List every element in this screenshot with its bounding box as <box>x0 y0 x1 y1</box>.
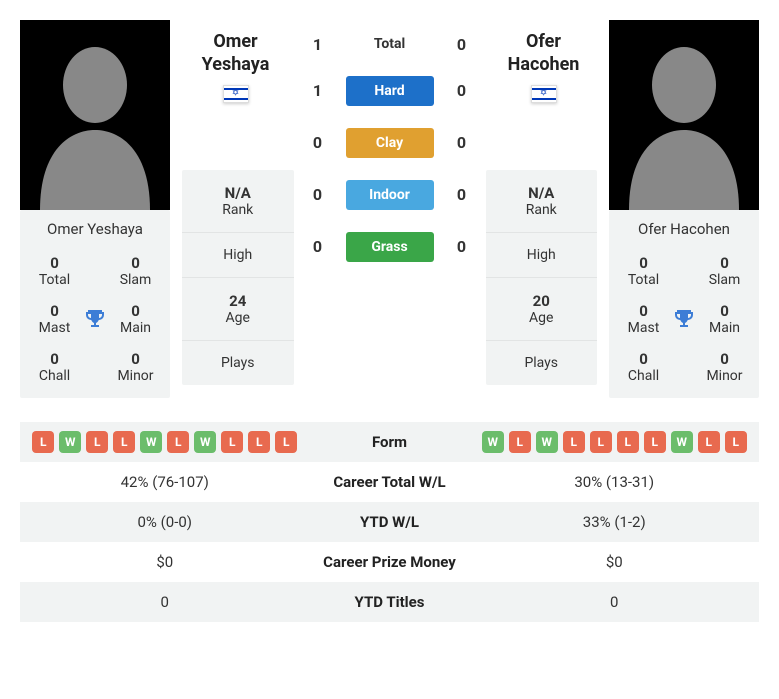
p1-chall: 0Chall <box>26 350 83 384</box>
compare-table: LWLLWLWLLL Form WLWLLLLWLL 42% (76-107) … <box>20 422 759 622</box>
row-ytd-wl: 0% (0-0) YTD W/L 33% (1-2) <box>20 502 759 542</box>
h2h-left: 1 <box>306 35 330 54</box>
p1-mast: 0Mast <box>26 302 83 336</box>
player1-form: LWLLWLWLLL <box>30 431 300 453</box>
player2-form: WLWLLLLWLL <box>480 431 750 453</box>
form-chip: L <box>644 431 666 453</box>
top-section: Omer Yeshaya 0Total 0Slam 0Mast 0Main 0C… <box>20 20 759 398</box>
p1-total: 0Total <box>26 254 83 288</box>
player1-stat-card: N/ARank High 24Age Plays <box>182 170 294 385</box>
form-chip: W <box>671 431 693 453</box>
row-form: LWLLWLWLLL Form WLWLLLLWLL <box>20 422 759 462</box>
h2h-right: 0 <box>450 237 474 256</box>
h2h-surfaces: 1 Total 0 1 Hard 0 0 Clay 0 0 Indoor 0 0 Grass 0 <box>306 35 474 284</box>
p2-plays: Plays <box>486 341 598 385</box>
p1-high: High <box>182 233 294 278</box>
form-chip: L <box>221 431 243 453</box>
h2h-right: 0 <box>450 185 474 204</box>
row-career-wl: 42% (76-107) Career Total W/L 30% (13-31… <box>20 462 759 502</box>
form-chip: L <box>698 431 720 453</box>
surface-total: Total <box>346 36 434 52</box>
player1-column: Omer Yeshaya 0Total 0Slam 0Mast 0Main 0C… <box>20 20 170 398</box>
h2h-row-total: 1 Total 0 <box>306 35 474 54</box>
form-chip: L <box>725 431 747 453</box>
surface-clay: Clay <box>346 128 434 158</box>
form-chip: L <box>248 431 270 453</box>
p1-plays: Plays <box>182 341 294 385</box>
p1-rank: N/ARank <box>182 170 294 233</box>
h2h-row-grass: 0 Grass 0 <box>306 232 474 262</box>
p2-mast: 0Mast <box>615 302 672 336</box>
form-chip: L <box>32 431 54 453</box>
h2h-left: 0 <box>306 185 330 204</box>
israel-flag-icon: ✡ <box>223 85 249 103</box>
player1-name-label: Omer Yeshaya <box>20 220 170 238</box>
form-chip: L <box>563 431 585 453</box>
player1-titles-card: Omer Yeshaya 0Total 0Slam 0Mast 0Main 0C… <box>20 210 170 398</box>
center-column: Omer Yeshaya ✡ Ofer Hacohen ✡ 1Total01Ha… <box>306 20 474 284</box>
p1-main: 0Main <box>107 302 164 336</box>
form-chip: W <box>536 431 558 453</box>
form-chip: L <box>86 431 108 453</box>
p2-main: 0Main <box>696 302 753 336</box>
player1-photo <box>20 20 170 210</box>
player2-name-label: Ofer Hacohen <box>609 220 759 238</box>
h2h-left: 0 <box>306 237 330 256</box>
person-silhouette-icon <box>609 20 759 210</box>
player2-titles-card: Ofer Hacohen 0Total 0Slam 0Mast 0Main 0C… <box>609 210 759 398</box>
person-silhouette-icon <box>20 20 170 210</box>
p1-age: 24Age <box>182 278 294 341</box>
h2h-right: 0 <box>450 133 474 152</box>
form-chip: W <box>140 431 162 453</box>
h2h-right: 0 <box>450 81 474 100</box>
trophy-icon <box>83 307 107 331</box>
form-chip: L <box>617 431 639 453</box>
row-prize: $0 Career Prize Money $0 <box>20 542 759 582</box>
h2h-row-indoor: 0 Indoor 0 <box>306 180 474 210</box>
p2-age: 20Age <box>486 278 598 341</box>
p1-minor: 0Minor <box>107 350 164 384</box>
player2-stat-card: N/ARank High 20Age Plays <box>486 170 598 385</box>
form-chip: W <box>482 431 504 453</box>
form-chip: L <box>113 431 135 453</box>
h2h-row-clay: 0 Clay 0 <box>306 128 474 158</box>
player2-header: Ofer Hacohen ✡ <box>484 30 604 103</box>
p2-rank: N/ARank <box>486 170 598 233</box>
trophy-icon <box>672 307 696 331</box>
israel-flag-icon: ✡ <box>531 85 557 103</box>
p2-slam: 0Slam <box>696 254 753 288</box>
p2-total: 0Total <box>615 254 672 288</box>
h2h-right: 0 <box>450 35 474 54</box>
h2h-left: 0 <box>306 133 330 152</box>
player1-header: Omer Yeshaya ✡ <box>176 30 296 103</box>
p2-high: High <box>486 233 598 278</box>
surface-grass: Grass <box>346 232 434 262</box>
p1-slam: 0Slam <box>107 254 164 288</box>
h2h-left: 1 <box>306 81 330 100</box>
form-label: Form <box>300 433 480 451</box>
p2-minor: 0Minor <box>696 350 753 384</box>
surface-indoor: Indoor <box>346 180 434 210</box>
player2-photo <box>609 20 759 210</box>
form-chip: L <box>275 431 297 453</box>
h2h-row-hard: 1 Hard 0 <box>306 76 474 106</box>
row-ytd-titles: 0 YTD Titles 0 <box>20 582 759 622</box>
surface-hard: Hard <box>346 76 434 106</box>
form-chip: L <box>167 431 189 453</box>
form-chip: L <box>509 431 531 453</box>
form-chip: W <box>59 431 81 453</box>
form-chip: W <box>194 431 216 453</box>
player2-column: Ofer Hacohen 0Total 0Slam 0Mast 0Main 0C… <box>609 20 759 398</box>
p2-chall: 0Chall <box>615 350 672 384</box>
form-chip: L <box>590 431 612 453</box>
